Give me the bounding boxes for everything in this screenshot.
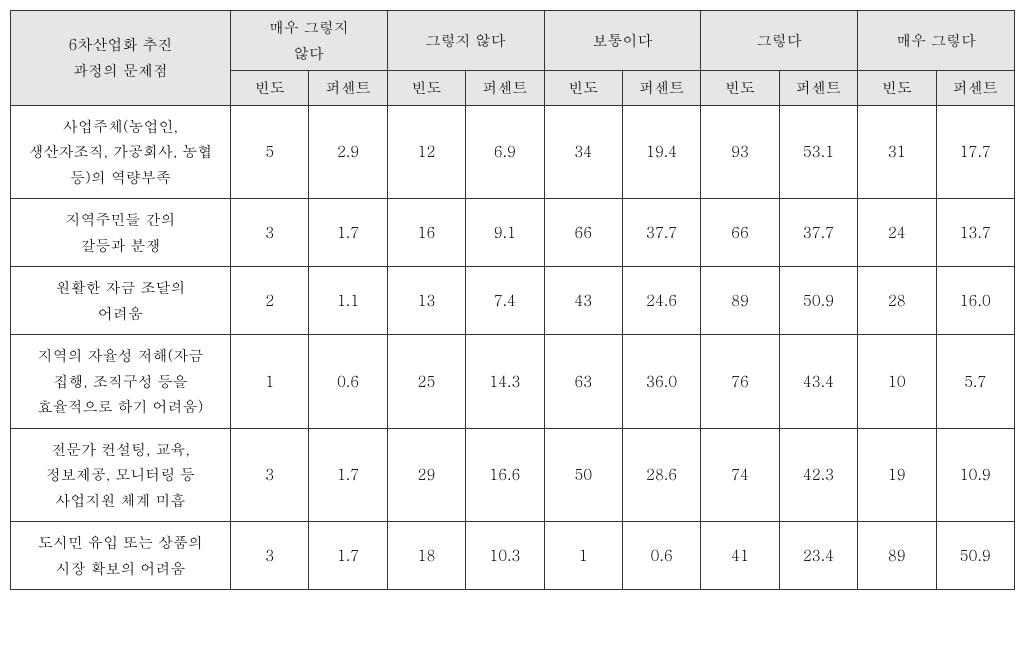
cell: 89	[858, 522, 936, 590]
cell: 3	[231, 199, 309, 267]
corner-header: 6차산업화 추진과정의 문제점	[11, 11, 231, 106]
sub-header: 퍼센트	[779, 71, 857, 106]
table-row: 사업주체(농업인,생산자조직, 가공회사, 농협등)의 역량부족 5 2.9 1…	[11, 105, 1015, 199]
group-header: 그렇지 않다	[387, 11, 544, 71]
cell: 16.0	[936, 267, 1014, 335]
cell: 41	[701, 522, 779, 590]
group-header: 매우 그렇다	[858, 11, 1015, 71]
cell: 1	[231, 335, 309, 429]
table-row: 지역의 자율성 저해(자금집행, 조직구성 등을효율적으로 하기 어려움) 1 …	[11, 335, 1015, 429]
cell: 76	[701, 335, 779, 429]
cell: 24	[858, 199, 936, 267]
cell: 10.9	[936, 428, 1014, 522]
cell: 37.7	[779, 199, 857, 267]
sub-header: 빈도	[858, 71, 936, 106]
cell: 34	[544, 105, 622, 199]
row-label: 도시민 유입 또는 상품의시장 확보의 어려움	[11, 522, 231, 590]
cell: 25	[387, 335, 465, 429]
cell: 31	[858, 105, 936, 199]
cell: 7.4	[466, 267, 544, 335]
table-body: 사업주체(농업인,생산자조직, 가공회사, 농협등)의 역량부족 5 2.9 1…	[11, 105, 1015, 590]
cell: 28.6	[622, 428, 700, 522]
cell: 53.1	[779, 105, 857, 199]
row-label: 지역주민들 간의갈등과 분쟁	[11, 199, 231, 267]
sub-header: 빈도	[231, 71, 309, 106]
table-row: 전문가 컨설팅, 교육,정보제공, 모니터링 등사업지원 체계 미흡 3 1.7…	[11, 428, 1015, 522]
cell: 17.7	[936, 105, 1014, 199]
row-label: 지역의 자율성 저해(자금집행, 조직구성 등을효율적으로 하기 어려움)	[11, 335, 231, 429]
sub-header: 빈도	[701, 71, 779, 106]
cell: 13.7	[936, 199, 1014, 267]
cell: 37.7	[622, 199, 700, 267]
cell: 16	[387, 199, 465, 267]
cell: 93	[701, 105, 779, 199]
cell: 74	[701, 428, 779, 522]
cell: 16.6	[466, 428, 544, 522]
sub-header: 퍼센트	[309, 71, 387, 106]
cell: 63	[544, 335, 622, 429]
cell: 0.6	[309, 335, 387, 429]
cell: 9.1	[466, 199, 544, 267]
cell: 0.6	[622, 522, 700, 590]
cell: 89	[701, 267, 779, 335]
row-label: 전문가 컨설팅, 교육,정보제공, 모니터링 등사업지원 체계 미흡	[11, 428, 231, 522]
sub-header: 퍼센트	[622, 71, 700, 106]
table-row: 도시민 유입 또는 상품의시장 확보의 어려움 3 1.7 18 10.3 1 …	[11, 522, 1015, 590]
cell: 12	[387, 105, 465, 199]
cell: 43	[544, 267, 622, 335]
cell: 42.3	[779, 428, 857, 522]
sub-header: 퍼센트	[936, 71, 1014, 106]
cell: 43.4	[779, 335, 857, 429]
cell: 5	[231, 105, 309, 199]
group-header: 그렇다	[701, 11, 858, 71]
cell: 36.0	[622, 335, 700, 429]
group-header: 매우 그렇지않다	[231, 11, 388, 71]
cell: 29	[387, 428, 465, 522]
cell: 13	[387, 267, 465, 335]
cell: 3	[231, 522, 309, 590]
sub-header: 빈도	[387, 71, 465, 106]
cell: 50	[544, 428, 622, 522]
cell: 1.7	[309, 428, 387, 522]
cell: 66	[544, 199, 622, 267]
table-row: 지역주민들 간의갈등과 분쟁 3 1.7 16 9.1 66 37.7 66 3…	[11, 199, 1015, 267]
sub-header: 퍼센트	[466, 71, 544, 106]
row-label: 사업주체(농업인,생산자조직, 가공회사, 농협등)의 역량부족	[11, 105, 231, 199]
cell: 3	[231, 428, 309, 522]
cell: 6.9	[466, 105, 544, 199]
cell: 18	[387, 522, 465, 590]
cell: 1.7	[309, 522, 387, 590]
sub-header: 빈도	[544, 71, 622, 106]
cell: 28	[858, 267, 936, 335]
cell: 50.9	[936, 522, 1014, 590]
group-header: 보통이다	[544, 11, 701, 71]
table-header: 6차산업화 추진과정의 문제점 매우 그렇지않다 그렇지 않다 보통이다 그렇다…	[11, 11, 1015, 106]
survey-table: 6차산업화 추진과정의 문제점 매우 그렇지않다 그렇지 않다 보통이다 그렇다…	[10, 10, 1015, 590]
cell: 19	[858, 428, 936, 522]
cell: 24.6	[622, 267, 700, 335]
table-row: 원활한 자금 조달의어려움 2 1.1 13 7.4 43 24.6 89 50…	[11, 267, 1015, 335]
cell: 1.1	[309, 267, 387, 335]
cell: 2.9	[309, 105, 387, 199]
cell: 5.7	[936, 335, 1014, 429]
cell: 1	[544, 522, 622, 590]
cell: 66	[701, 199, 779, 267]
cell: 10.3	[466, 522, 544, 590]
cell: 10	[858, 335, 936, 429]
cell: 1.7	[309, 199, 387, 267]
cell: 50.9	[779, 267, 857, 335]
cell: 19.4	[622, 105, 700, 199]
row-label: 원활한 자금 조달의어려움	[11, 267, 231, 335]
cell: 14.3	[466, 335, 544, 429]
cell: 23.4	[779, 522, 857, 590]
cell: 2	[231, 267, 309, 335]
